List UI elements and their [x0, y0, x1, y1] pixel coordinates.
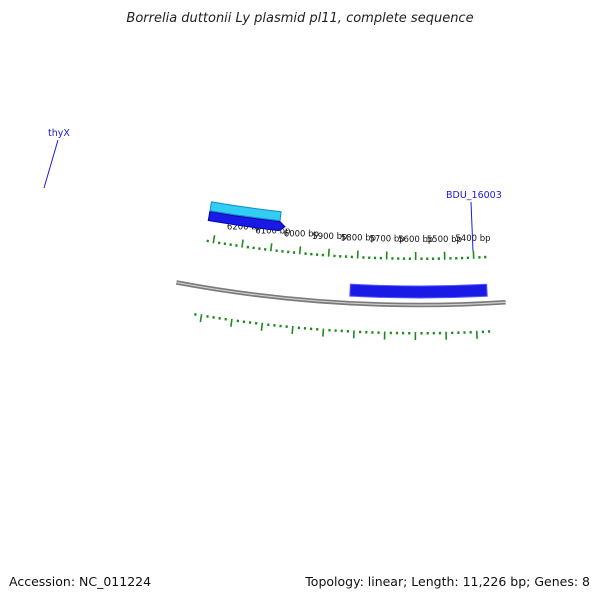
- backbone-highlight: [176, 281, 506, 306]
- outer-tick-ring: [194, 313, 491, 340]
- inner-tick-ring: [206, 235, 487, 261]
- accession-text: Accession: NC_011224: [9, 574, 151, 589]
- gene-label-BDU_16003: BDU_16003: [446, 190, 502, 201]
- inner-major-tick: [298, 246, 302, 255]
- inner-major-tick: [269, 243, 273, 252]
- tick-label: 6200 bp: [227, 223, 262, 233]
- tick-label: 5800 bp: [341, 233, 376, 243]
- outer-major-tick: [260, 322, 264, 331]
- gene-feature-thyX: [209, 201, 282, 222]
- gene-features: [207, 201, 488, 299]
- tick-label: 5600 bp: [398, 235, 433, 245]
- gene-label-thyX: thyX: [48, 128, 70, 139]
- tick-label: 5500 bp: [427, 235, 462, 245]
- gene-label-line-thyX: [43, 139, 59, 189]
- outer-major-tick: [199, 314, 203, 323]
- tick-label: 6100 bp: [255, 226, 290, 236]
- outer-major-tick: [291, 325, 294, 335]
- outer-major-tick: [230, 318, 233, 327]
- plasmid-backbone: [175, 280, 506, 308]
- gene-label-line-BDU_16003: [470, 201, 474, 252]
- inner-major-tick: [241, 239, 244, 248]
- inner-major-tick: [327, 248, 330, 257]
- gene-feature-unnamed-1: [207, 211, 286, 232]
- gene-feature-BDU_16003: [349, 283, 488, 299]
- tick-label: 5900 bp: [312, 232, 347, 242]
- summary-text: Topology: linear; Length: 11,226 bp; Gen…: [304, 574, 590, 589]
- map-title: Borrelia duttonii Ly plasmid pl11, compl…: [126, 11, 473, 26]
- outer-major-tick: [322, 328, 325, 337]
- inner-major-tick: [212, 235, 216, 244]
- gene-labels: thyX BDU_16003: [43, 128, 502, 252]
- tick-label: 6000 bp: [284, 229, 319, 239]
- tick-label: 5700 bp: [370, 235, 405, 245]
